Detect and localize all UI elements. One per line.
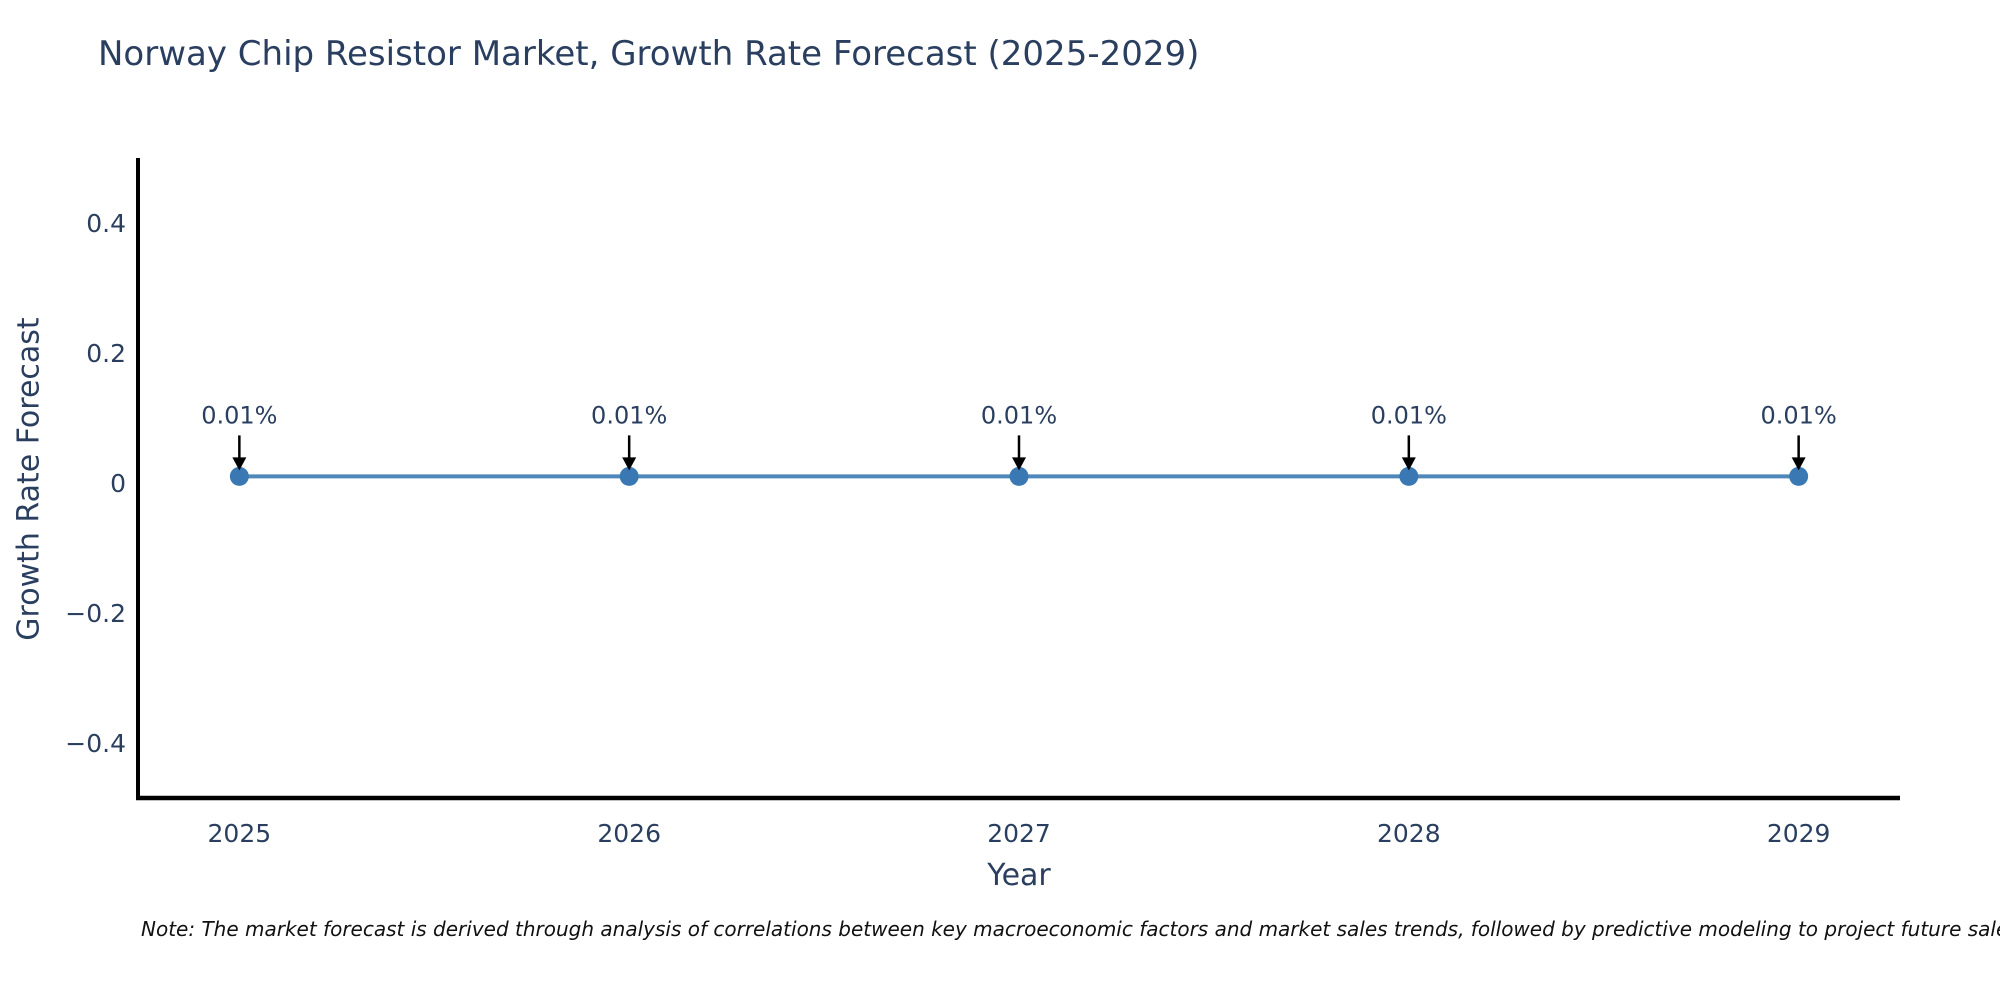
y-tick-label: 0.4 — [86, 209, 126, 238]
annotation-arrowhead-icon — [622, 457, 637, 471]
chart-title: Norway Chip Resistor Market, Growth Rate… — [98, 34, 1200, 74]
annotation-label: 0.01% — [1761, 401, 1837, 429]
y-tick-label: 0 — [110, 469, 126, 498]
annotation-arrowhead-icon — [1401, 457, 1416, 471]
x-tick-label: 2025 — [208, 819, 272, 848]
footnote: Note: The market forecast is derived thr… — [141, 917, 2000, 941]
annotation-label: 0.01% — [591, 401, 667, 429]
x-tick-label: 2029 — [1767, 819, 1831, 848]
annotation-label: 0.01% — [981, 401, 1057, 429]
data-point-marker[interactable] — [1789, 466, 1809, 486]
annotation-label: 0.01% — [201, 401, 277, 429]
x-tick-label: 2028 — [1377, 819, 1441, 848]
data-point-marker[interactable] — [619, 466, 639, 486]
data-point-marker[interactable] — [1399, 466, 1419, 486]
annotation-arrowhead-icon — [1012, 457, 1026, 471]
data-point-marker[interactable] — [229, 466, 249, 486]
annotation-label: 0.01% — [1371, 401, 1447, 429]
annotation-arrowhead-icon — [1791, 457, 1806, 471]
data-point-marker[interactable] — [1009, 466, 1029, 486]
x-axis-title: Year — [987, 858, 1051, 893]
y-tick-label: 0.2 — [86, 339, 126, 368]
y-tick-label: −0.2 — [65, 599, 126, 628]
x-tick-label: 2026 — [597, 819, 661, 848]
x-tick-label: 2027 — [987, 819, 1051, 848]
annotation-arrowhead-icon — [232, 457, 247, 471]
y-tick-label: −0.4 — [65, 729, 126, 758]
